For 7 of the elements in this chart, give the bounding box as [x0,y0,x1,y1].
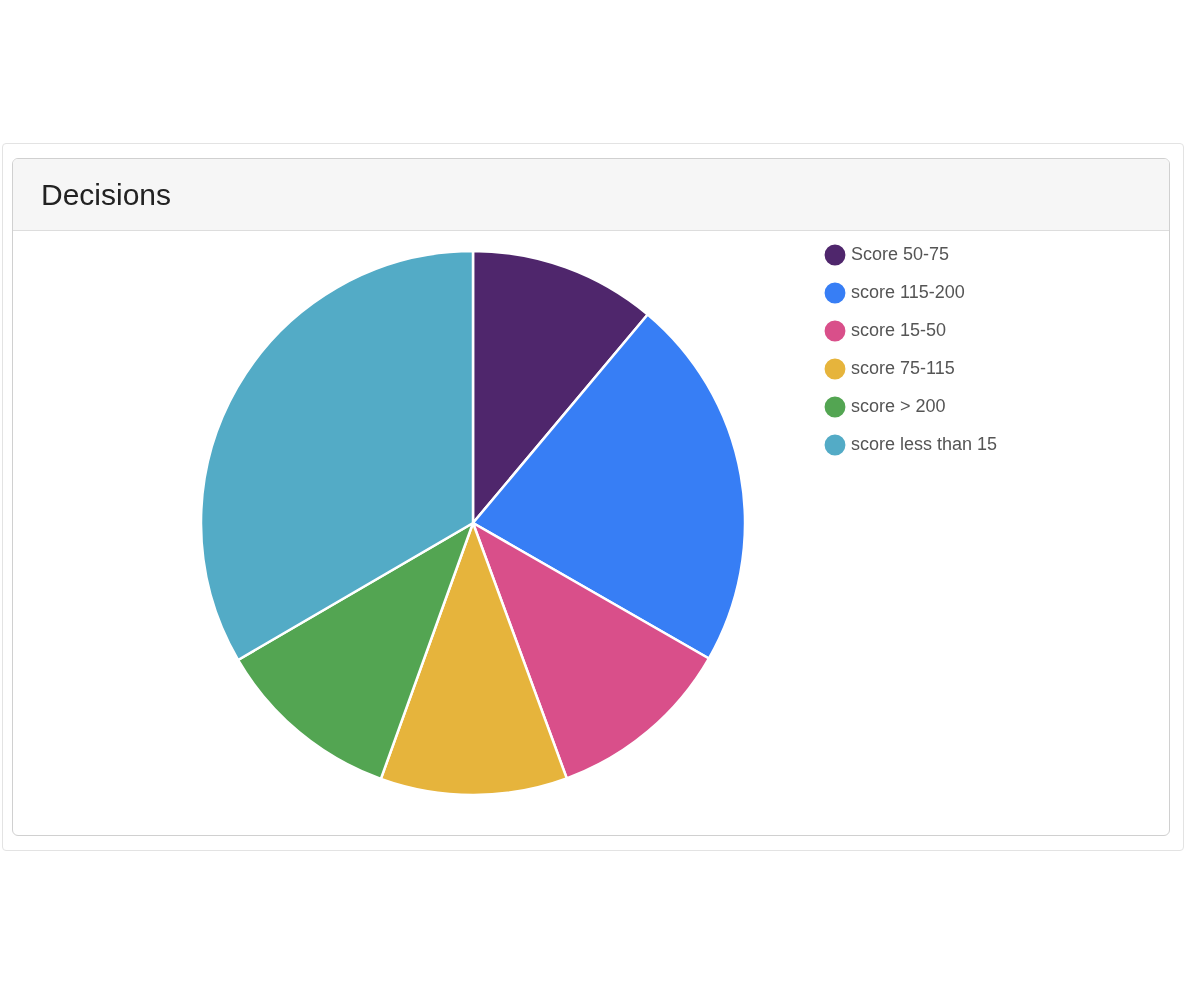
legend-label: Score 50-75 [851,244,950,264]
legend-label: score 75-115 [851,358,955,378]
legend-label: score less than 15 [851,434,998,454]
legend-label: score 15-50 [851,320,947,340]
legend-label: score > 200 [851,396,946,416]
chart-title: Decisions [13,159,1169,231]
legend-label: score 115-200 [851,282,965,302]
